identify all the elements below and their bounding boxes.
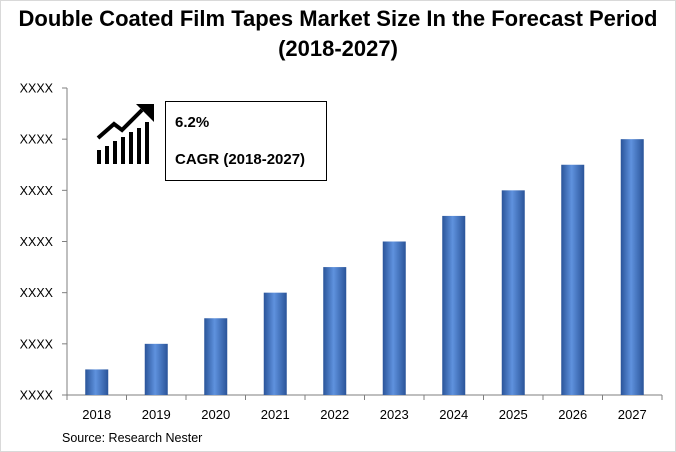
cagr-callout: 6.2% CAGR (2018-2027) <box>165 101 327 181</box>
bar-2026 <box>561 164 585 395</box>
y-tick-label: XXXX <box>20 235 54 249</box>
y-tick-label: XXXX <box>20 133 54 147</box>
y-tick-label: XXXX <box>20 184 54 198</box>
bar-2024 <box>442 215 466 395</box>
bar-2025 <box>501 190 525 395</box>
y-tick-label: XXXX <box>20 286 54 300</box>
bar-2021 <box>263 292 287 395</box>
x-tick-label: 2026 <box>558 407 587 422</box>
x-tick-label: 2019 <box>142 407 171 422</box>
x-tick-label: 2023 <box>380 407 409 422</box>
bar-2023 <box>382 241 406 395</box>
bar-2018 <box>85 369 109 395</box>
chart-title: Double Coated Film Tapes Market Size In … <box>18 6 658 61</box>
cagr-value: 6.2% <box>175 114 210 131</box>
growth-chart-icon <box>96 104 154 164</box>
bar-2020 <box>204 318 228 395</box>
y-tick-label: XXXX <box>20 389 54 403</box>
x-tick-label: 2027 <box>618 407 647 422</box>
x-tick-label: 2018 <box>82 407 111 422</box>
bar-2019 <box>144 343 168 395</box>
y-tick-label: XXXX <box>20 337 54 351</box>
cagr-label: CAGR (2018-2027) <box>175 151 306 168</box>
bar-2027 <box>620 139 644 395</box>
x-tick-label: 2020 <box>201 407 230 422</box>
x-tick-label: 2022 <box>320 407 349 422</box>
x-tick-label: 2021 <box>261 407 290 422</box>
y-tick-label: XXXX <box>20 82 54 96</box>
bar-2022 <box>323 267 347 395</box>
source-note: Source: Research Nester <box>62 431 203 445</box>
x-tick-label: 2025 <box>499 407 528 422</box>
x-tick-label: 2024 <box>439 407 468 422</box>
